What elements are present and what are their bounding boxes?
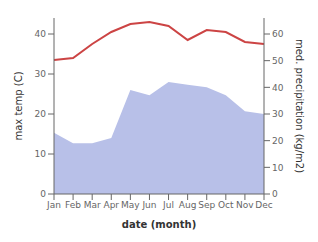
svg-text:date (month): date (month) bbox=[122, 219, 196, 230]
svg-text:60: 60 bbox=[272, 29, 284, 39]
svg-text:40: 40 bbox=[272, 83, 284, 93]
svg-text:0: 0 bbox=[40, 189, 46, 199]
svg-text:max temp (C): max temp (C) bbox=[13, 71, 24, 140]
svg-text:Mar: Mar bbox=[84, 200, 101, 210]
svg-text:10: 10 bbox=[272, 163, 284, 173]
svg-text:Jul: Jul bbox=[162, 200, 174, 210]
svg-text:30: 30 bbox=[272, 109, 284, 119]
svg-text:Nov: Nov bbox=[236, 200, 254, 210]
svg-text:20: 20 bbox=[272, 136, 284, 146]
svg-text:20: 20 bbox=[35, 109, 47, 119]
svg-text:Oct: Oct bbox=[218, 200, 234, 210]
svg-text:50: 50 bbox=[272, 56, 284, 66]
svg-text:Jun: Jun bbox=[141, 200, 156, 210]
svg-text:May: May bbox=[121, 200, 140, 210]
svg-text:30: 30 bbox=[35, 69, 47, 79]
svg-text:Sep: Sep bbox=[198, 200, 215, 210]
svg-text:Jan: Jan bbox=[46, 200, 61, 210]
svg-text:0: 0 bbox=[272, 189, 278, 199]
svg-text:Feb: Feb bbox=[65, 200, 81, 210]
svg-text:Apr: Apr bbox=[103, 200, 119, 210]
svg-text:10: 10 bbox=[35, 149, 47, 159]
svg-text:40: 40 bbox=[35, 29, 47, 39]
svg-text:Dec: Dec bbox=[255, 200, 272, 210]
svg-text:Aug: Aug bbox=[179, 200, 197, 210]
svg-text:med. precipitation (kg/m2): med. precipitation (kg/m2) bbox=[294, 39, 305, 173]
